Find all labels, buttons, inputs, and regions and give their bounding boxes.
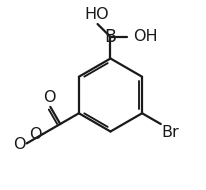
Text: OH: OH <box>133 29 158 44</box>
Text: O: O <box>43 90 56 105</box>
Text: Br: Br <box>162 125 179 140</box>
Text: HO: HO <box>84 7 109 22</box>
Text: O: O <box>29 127 42 142</box>
Text: B: B <box>104 28 116 46</box>
Text: O: O <box>14 137 26 152</box>
